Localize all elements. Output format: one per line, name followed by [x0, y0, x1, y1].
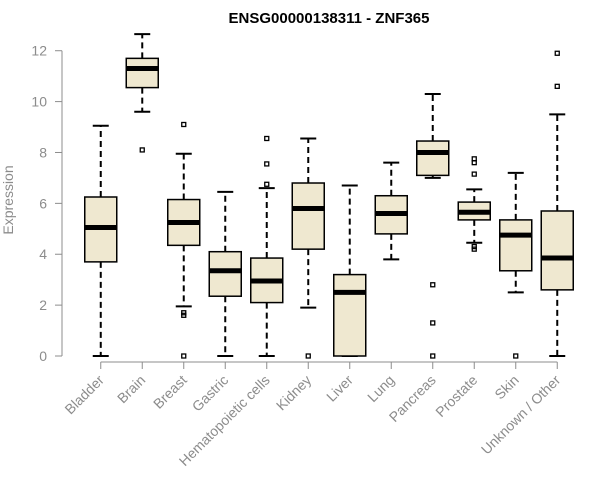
y-axis: 0 2 4 6 8 10 12 — [31, 43, 63, 364]
outlier-point — [471, 246, 477, 252]
x-tick-label: Brain — [114, 372, 148, 406]
outlier-point — [181, 121, 187, 128]
box-iqr — [499, 219, 533, 272]
outlier-point — [305, 353, 311, 359]
box-iqr — [291, 182, 325, 250]
chart-title: ENSG00000138311 - ZNF365 — [229, 10, 430, 27]
outlier-point — [264, 181, 270, 187]
outlier-point — [430, 320, 436, 326]
y-axis-label: Expression — [0, 165, 16, 234]
boxes-group — [84, 33, 574, 359]
box-group — [499, 171, 533, 359]
box-iqr — [333, 273, 367, 357]
box-iqr — [125, 57, 159, 89]
box-group — [457, 156, 491, 252]
x-tick-label: Skin — [491, 372, 522, 403]
y-tick-label: 10 — [31, 94, 47, 110]
x-tick-label: Liver — [323, 372, 356, 405]
outlier-point — [430, 353, 436, 359]
y-tick-label: 12 — [31, 43, 47, 59]
box-group — [250, 135, 284, 357]
outlier-point — [264, 161, 270, 167]
box-group — [374, 161, 408, 261]
box-iqr — [540, 210, 574, 291]
x-tick-label: Breast — [150, 372, 190, 412]
box-group — [208, 190, 242, 357]
outlier-point — [430, 282, 436, 288]
box-group — [84, 124, 118, 357]
x-tick-label: Lung — [364, 372, 397, 405]
y-tick-label: 6 — [39, 195, 47, 211]
outlier-point — [264, 135, 270, 142]
box-group — [416, 92, 450, 359]
outlier-point — [181, 353, 187, 359]
box-group — [333, 184, 367, 357]
box-group — [540, 50, 574, 357]
x-tick-label: Bladder — [61, 372, 107, 418]
x-tick-label: Prostate — [432, 372, 480, 420]
box-iqr — [416, 140, 450, 177]
x-tick-label: Kidney — [273, 372, 315, 414]
x-tick-label: Unknown / Other — [478, 372, 564, 458]
box-group — [167, 121, 201, 359]
outlier-point — [471, 160, 477, 166]
outlier-point — [139, 147, 145, 153]
outlier-point — [471, 171, 477, 177]
box-group — [125, 33, 159, 153]
y-tick-label: 2 — [39, 297, 47, 313]
y-tick-label: 4 — [39, 246, 47, 262]
outlier-point — [181, 312, 187, 318]
outlier-point — [554, 50, 560, 56]
outlier-point — [554, 83, 560, 89]
box-iqr — [208, 250, 242, 297]
box-group — [291, 137, 325, 359]
y-tick-label: 8 — [39, 144, 47, 160]
y-tick-label: 0 — [39, 348, 47, 364]
outlier-point — [513, 353, 519, 359]
